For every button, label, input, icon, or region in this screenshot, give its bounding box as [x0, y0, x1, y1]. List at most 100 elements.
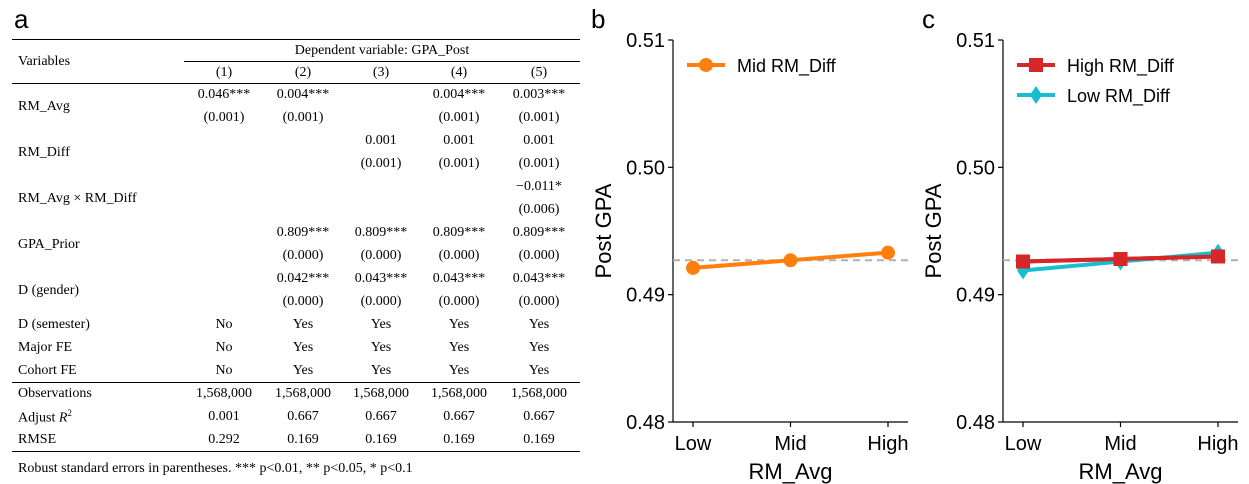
standard-error-cell: (0.001)	[438, 156, 480, 171]
control-label: D (semester)	[18, 317, 90, 332]
column-header: (3)	[342, 61, 420, 84]
series-overlay	[1016, 249, 1225, 269]
data-point	[1211, 249, 1225, 264]
statistic-cell: 0.667	[287, 409, 319, 424]
statistic-cell: 1,568,000	[353, 386, 409, 402]
coefficient-cell	[420, 176, 498, 199]
coefficient-cell: 0.809***	[354, 225, 408, 240]
coefficient-cell: 0.004***	[432, 87, 486, 103]
standard-error-cell: (0.001)	[282, 110, 324, 125]
standard-error-cell	[342, 107, 420, 130]
variables-header: Variables	[12, 39, 184, 84]
panel-letter-b: b	[591, 4, 606, 34]
x-tick-label: Mid	[774, 433, 806, 455]
panel-letter-c: c	[922, 4, 935, 34]
coefficient-cell: 0.046***	[197, 87, 251, 103]
coefficient-cell: 0.004***	[276, 87, 330, 103]
coefficient-cell: −0.011*	[516, 179, 562, 194]
control-cell: Yes	[528, 340, 550, 355]
series-mid-rm-diff	[686, 245, 895, 275]
y-axis-label: Post GPA	[921, 183, 946, 278]
statistic-superscript: 2	[67, 407, 72, 418]
statistic-cell: 0.667	[523, 409, 555, 424]
coefficient-cell: 0.042***	[276, 271, 330, 286]
standard-error-cell: (0.001)	[203, 110, 245, 125]
coefficient-cell	[184, 268, 264, 291]
standard-error-cell	[420, 199, 498, 222]
coefficient-cell: 0.809***	[432, 225, 486, 240]
standard-error-cell	[184, 291, 264, 314]
statistic-label: RMSE	[12, 428, 184, 452]
statistic-label: Adjust R2	[12, 406, 184, 429]
x-axis-label: RM_Avg	[749, 459, 833, 484]
panel-letter-a: a	[14, 4, 29, 34]
control-cell: No	[215, 340, 233, 355]
control-cell: Yes	[528, 317, 550, 332]
standard-error-cell: (0.000)	[282, 248, 324, 263]
coefficient-cell	[264, 130, 342, 153]
coefficient-cell: 0.043***	[354, 271, 408, 286]
x-tick-label: Mid	[1104, 433, 1136, 455]
variable-label: RM_Avg × RM_Diff	[18, 190, 137, 206]
chart-panel-b: 0.48 0.49 0.50 0.51 Low Mid High RM_Avg Post GPA…	[591, 30, 909, 484]
data-point	[783, 253, 798, 268]
coefficient-cell: 0.003***	[512, 87, 566, 103]
control-cell: Yes	[292, 317, 314, 332]
column-header: (5)	[498, 61, 580, 84]
coefficient-cell	[264, 176, 342, 199]
coefficient-cell	[342, 176, 420, 199]
control-cell: Yes	[448, 317, 470, 332]
regression-table: Variables Dependent variable: GPA_Post (…	[12, 39, 580, 452]
variable-label: RM_Diff	[18, 144, 70, 160]
statistic-cell: 1,568,000	[431, 386, 487, 402]
statistic-cell: 1,568,000	[275, 386, 331, 402]
statistic-label-text: RMSE	[18, 431, 57, 447]
standard-error-cell	[264, 199, 342, 222]
x-tick-label: High	[1197, 433, 1238, 455]
x-tick-label: Low	[1005, 433, 1042, 455]
control-cell: Yes	[420, 359, 498, 383]
statistic-cell: 0.292	[184, 428, 264, 452]
y-tick-label: 0.49	[626, 285, 665, 307]
coefficient-cell: 0.043***	[432, 271, 486, 286]
control-cell: Yes	[342, 359, 420, 383]
legend-marker	[1030, 86, 1042, 104]
statistic-label-text: Observations	[18, 386, 92, 402]
control-cell: Yes	[264, 359, 342, 383]
coefficient-cell	[184, 130, 264, 153]
standard-error-cell: (0.001)	[438, 110, 480, 125]
standard-error-cell	[184, 153, 264, 176]
control-cell: Yes	[370, 340, 392, 355]
statistic-cell: 1,568,000	[511, 386, 567, 402]
control-cell: Yes	[498, 359, 580, 383]
chart-panel-c: 0.48 0.49 0.50 0.51 Low Mid High RM_Avg Post GPA…	[921, 30, 1239, 484]
data-point	[1016, 254, 1030, 269]
variable-label: GPA_Prior	[18, 236, 80, 252]
column-header: (1)	[184, 61, 264, 84]
x-axis-label: RM_Avg	[1079, 459, 1163, 484]
control-label: Cohort FE	[12, 359, 184, 383]
standard-error-cell: (0.006)	[518, 202, 560, 217]
control-cell: No	[184, 359, 264, 383]
y-axis-label: Post GPA	[591, 183, 616, 278]
coefficient-cell	[184, 222, 264, 245]
coefficient-cell	[342, 84, 420, 107]
standard-error-cell: (0.001)	[518, 110, 560, 125]
coefficient-cell: 0.001	[523, 133, 555, 148]
column-header: (4)	[420, 61, 498, 84]
standard-error-cell	[184, 245, 264, 268]
y-tick-label: 0.51	[626, 30, 665, 52]
standard-error-cell: (0.000)	[518, 248, 560, 263]
standard-error-cell: (0.000)	[438, 294, 480, 309]
legend-marker	[1029, 58, 1043, 72]
statistic-cell: 0.169	[264, 428, 342, 452]
standard-error-cell: (0.001)	[518, 156, 560, 171]
x-tick-label: High	[867, 433, 908, 455]
coefficient-cell: 0.043***	[512, 271, 566, 286]
legend-marker	[699, 58, 713, 72]
x-tick-label: Low	[675, 433, 712, 455]
standard-error-cell	[264, 153, 342, 176]
legend-label: Low RM_Diff	[1067, 86, 1171, 107]
standard-error-cell: (0.000)	[282, 294, 324, 309]
data-point	[881, 245, 895, 260]
